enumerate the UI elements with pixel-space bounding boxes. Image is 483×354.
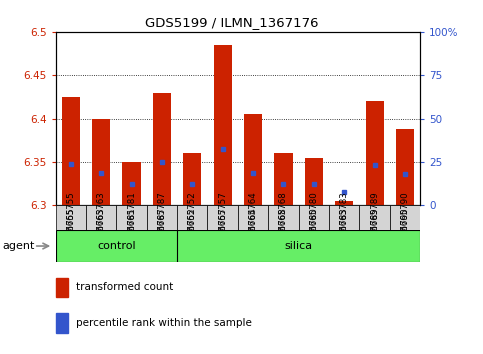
Text: GSM665763: GSM665763 — [97, 207, 106, 260]
Bar — [122, 162, 141, 205]
Text: GSM665764: GSM665764 — [249, 207, 257, 260]
Bar — [153, 92, 171, 205]
Text: silica: silica — [284, 241, 313, 251]
Text: transformed count: transformed count — [76, 282, 173, 292]
Text: GSM665790: GSM665790 — [400, 207, 410, 260]
Text: GSM665787: GSM665787 — [157, 191, 167, 244]
Text: GSM665752: GSM665752 — [188, 207, 197, 260]
Bar — [62, 97, 80, 205]
Text: GSM665790: GSM665790 — [400, 192, 410, 244]
Bar — [56, 278, 68, 297]
Text: GSM665783: GSM665783 — [340, 207, 349, 260]
Bar — [86, 205, 116, 230]
Text: GSM665764: GSM665764 — [249, 191, 257, 244]
Text: GSM665757: GSM665757 — [218, 207, 227, 260]
Bar — [274, 153, 293, 205]
Text: control: control — [97, 241, 136, 251]
Text: GSM665780: GSM665780 — [309, 191, 318, 244]
Bar — [238, 205, 268, 230]
Text: GSM665763: GSM665763 — [97, 191, 106, 244]
Bar — [147, 205, 177, 230]
Bar — [329, 205, 359, 230]
Bar — [396, 129, 414, 205]
Bar — [298, 205, 329, 230]
Text: GSM665783: GSM665783 — [340, 191, 349, 244]
Text: percentile rank within the sample: percentile rank within the sample — [76, 318, 252, 328]
Text: GSM665768: GSM665768 — [279, 207, 288, 260]
Text: agent: agent — [2, 241, 35, 251]
Bar — [177, 205, 208, 230]
Text: GSM665789: GSM665789 — [370, 192, 379, 244]
Text: GSM665787: GSM665787 — [157, 207, 167, 260]
Bar — [244, 114, 262, 205]
Bar — [92, 119, 110, 205]
Text: GSM665755: GSM665755 — [66, 191, 75, 244]
Bar — [335, 201, 354, 205]
Bar — [213, 45, 232, 205]
Bar — [56, 313, 68, 333]
Bar — [359, 205, 390, 230]
Text: GSM665755: GSM665755 — [66, 207, 75, 260]
Bar — [116, 205, 147, 230]
Text: GSM665780: GSM665780 — [309, 207, 318, 260]
Text: GSM665781: GSM665781 — [127, 207, 136, 260]
Text: GSM665757: GSM665757 — [218, 191, 227, 244]
Text: GSM665781: GSM665781 — [127, 191, 136, 244]
Text: GSM665789: GSM665789 — [370, 207, 379, 260]
Text: GSM665768: GSM665768 — [279, 191, 288, 244]
Bar — [390, 205, 420, 230]
Text: GDS5199 / ILMN_1367176: GDS5199 / ILMN_1367176 — [145, 16, 319, 29]
Bar — [305, 158, 323, 205]
Text: GSM665752: GSM665752 — [188, 191, 197, 244]
Bar — [366, 101, 384, 205]
Bar — [268, 205, 298, 230]
Bar — [208, 205, 238, 230]
Bar — [56, 205, 86, 230]
Bar — [183, 153, 201, 205]
